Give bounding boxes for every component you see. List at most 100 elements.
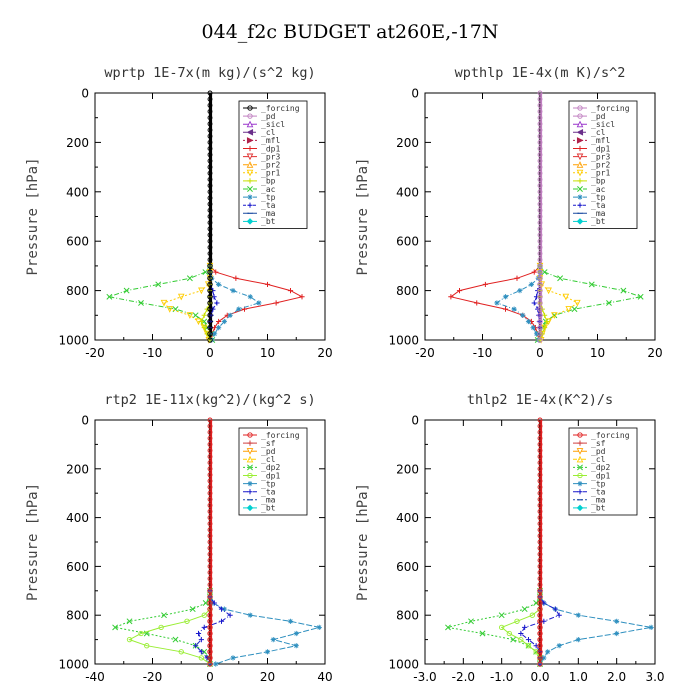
data-point — [537, 281, 543, 288]
data-point — [574, 299, 581, 307]
y-tick-label: 200 — [396, 136, 419, 150]
data-point — [537, 287, 543, 294]
data-point — [207, 606, 213, 612]
y-tick-label: 400 — [66, 185, 89, 199]
data-point — [192, 312, 199, 319]
legend-marker — [577, 113, 583, 119]
panel-3: rtp2 1E-11x(kg^2)/(kg^2 s)-40 -20 0 20 40020… — [25, 392, 333, 684]
legend-marker — [577, 432, 583, 438]
data-point — [195, 630, 202, 637]
legend-marker — [577, 472, 583, 479]
legend-marker — [576, 120, 584, 128]
data-point — [588, 281, 595, 288]
data-point — [207, 649, 213, 655]
x-tick-label: 20 — [647, 346, 662, 360]
data-point — [227, 312, 233, 318]
data-point — [207, 263, 213, 269]
data-point — [537, 618, 543, 624]
panels: wprtp 1E-7x(m kg)/(s^2 kg)-20 -10 0 10 20020… — [25, 65, 665, 684]
legend-label: _bt — [591, 217, 606, 226]
data-point — [264, 649, 271, 655]
data-point — [537, 312, 543, 318]
legend-marker — [576, 504, 584, 512]
legend-marker — [577, 105, 583, 111]
data-point — [544, 318, 550, 325]
data-point — [522, 624, 528, 630]
data-point — [514, 275, 520, 281]
legend-label: _pd — [591, 447, 606, 456]
data-point — [557, 275, 564, 282]
legend-label: _bp — [591, 177, 606, 186]
x-tick-label: 0 — [206, 346, 214, 360]
series-forcing — [537, 93, 543, 343]
data-point — [207, 300, 213, 306]
legend-label: _bp — [261, 177, 276, 186]
legend-label: _bt — [591, 504, 606, 513]
data-point — [494, 300, 500, 306]
legend-marker — [577, 178, 583, 184]
data-point — [545, 287, 552, 295]
data-point — [216, 325, 222, 331]
data-point — [537, 306, 543, 312]
legend-label: _tp — [261, 479, 276, 488]
y-tick-label: 1000 — [58, 658, 89, 672]
panel-title: rtp2 1E-11x(kg^2)/(kg^2 s) — [104, 392, 315, 408]
legend-label: _tp — [591, 193, 606, 202]
data-point — [537, 594, 543, 600]
data-point — [502, 306, 509, 312]
data-point — [204, 655, 210, 661]
y-tick-label: 600 — [66, 235, 89, 249]
legend-marker — [246, 218, 254, 225]
data-point — [537, 294, 543, 300]
data-point — [316, 624, 322, 630]
legend-label: _dp2 — [261, 463, 280, 472]
legend-label: _sf — [261, 439, 276, 448]
legend-marker — [576, 128, 584, 136]
legend-marker — [577, 464, 583, 471]
legend-marker — [247, 432, 253, 438]
y-tick-label: 200 — [66, 136, 89, 150]
legend-marker — [247, 178, 253, 184]
legend-label: _sicl — [591, 120, 615, 129]
x-tick-label: -3.0 — [413, 670, 436, 684]
legend-label: _dp2 — [591, 463, 610, 472]
data-point — [556, 643, 562, 649]
data-point — [537, 331, 543, 337]
data-point — [144, 643, 150, 649]
legend-marker — [577, 186, 583, 192]
data-point — [614, 618, 620, 624]
legend-label: _dp1 — [591, 471, 610, 480]
data-point — [537, 588, 543, 594]
data-point — [525, 318, 532, 325]
legend-marker — [576, 448, 584, 455]
data-point — [138, 299, 144, 306]
data-point — [207, 331, 213, 337]
data-point — [207, 661, 213, 667]
x-tick-label: -20 — [415, 346, 435, 360]
data-point — [533, 600, 540, 606]
legend-label: _ta — [261, 201, 276, 210]
data-point — [620, 287, 627, 294]
data-point — [207, 312, 213, 318]
x-tick-label: 10 — [260, 346, 275, 360]
data-point — [207, 630, 213, 637]
data-point — [537, 606, 543, 612]
y-tick-label: 400 — [396, 185, 419, 199]
data-point — [537, 612, 543, 618]
legend-label: _cl — [261, 455, 276, 464]
legend-label: _tp — [261, 193, 276, 202]
legend-label: _ta — [591, 201, 606, 210]
data-point — [456, 288, 463, 294]
x-tick-label: 3.0 — [645, 670, 664, 684]
legend: _forcing_pd_sicl_cl_mfl_dp1_pr3_pr2_pr1_… — [568, 100, 638, 229]
legend-label: _dp1 — [261, 144, 280, 153]
data-point — [531, 269, 537, 275]
data-point — [571, 306, 578, 313]
data-point — [207, 318, 213, 325]
legend-label: _mfl — [261, 136, 280, 145]
data-point — [160, 299, 168, 307]
data-point — [498, 612, 505, 619]
data-point — [264, 281, 271, 288]
data-point — [213, 269, 219, 275]
